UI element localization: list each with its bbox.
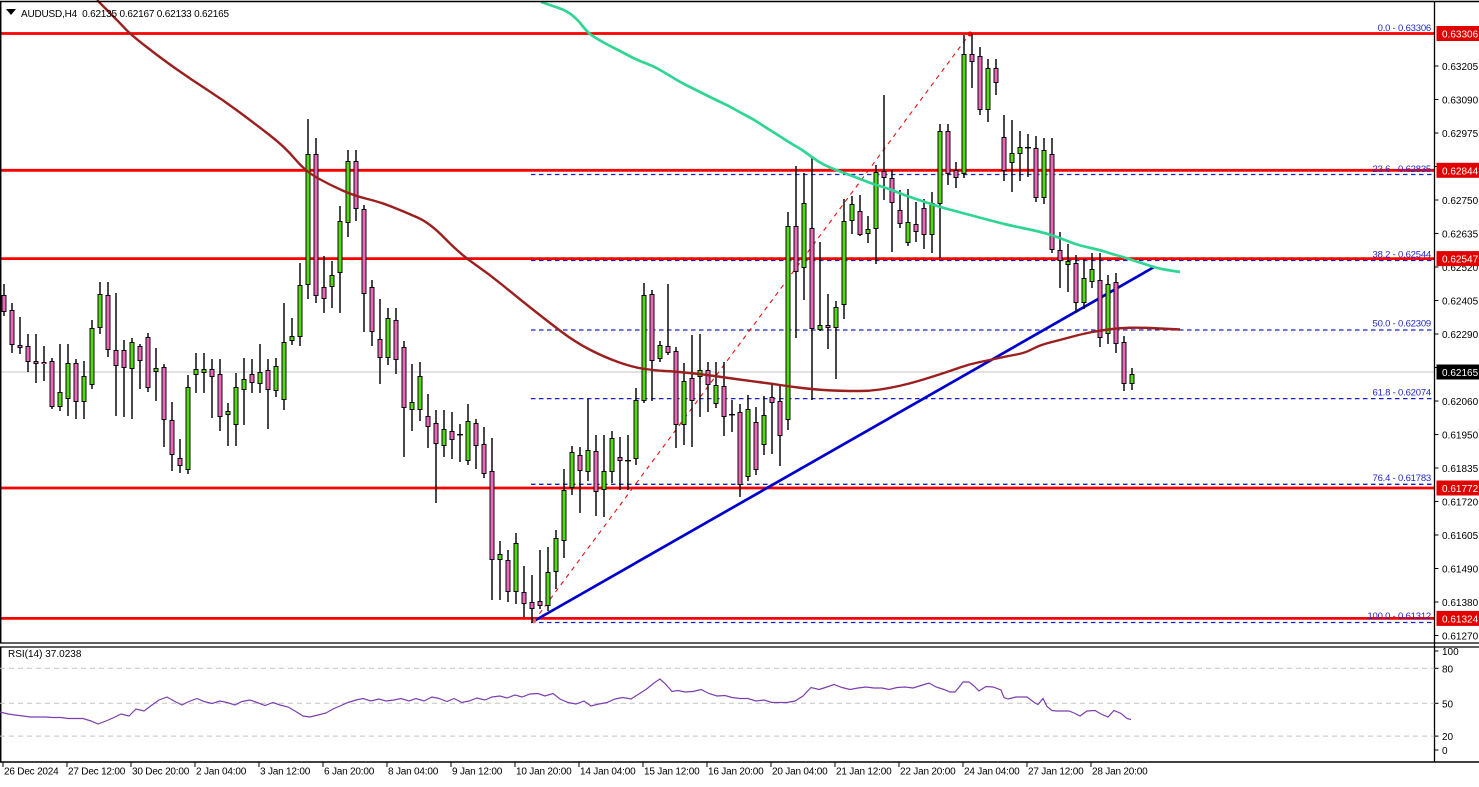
svg-text:0.61605: 0.61605	[1442, 531, 1479, 542]
svg-text:0.62635: 0.62635	[1442, 230, 1479, 241]
svg-text:0.61720: 0.61720	[1442, 498, 1479, 509]
svg-text:50: 50	[1442, 699, 1454, 710]
svg-text:0.63090: 0.63090	[1442, 96, 1479, 107]
svg-text:2 Jan 04:00: 2 Jan 04:00	[196, 767, 247, 778]
svg-text:27 Jan 12:00: 27 Jan 12:00	[1028, 767, 1084, 778]
svg-text:RSI(14) 37.0238: RSI(14) 37.0238	[8, 649, 82, 660]
svg-text:100: 100	[1442, 647, 1459, 658]
svg-text:38.2 - 0.62544: 38.2 - 0.62544	[1373, 250, 1431, 261]
svg-text:24 Jan 04:00: 24 Jan 04:00	[964, 767, 1020, 778]
svg-text:0.61270: 0.61270	[1442, 632, 1479, 643]
svg-text:100.0 - 0.61312: 100.0 - 0.61312	[1367, 611, 1431, 622]
svg-text:0.62547: 0.62547	[1442, 255, 1479, 266]
svg-text:61.8 - 0.62074: 61.8 - 0.62074	[1373, 388, 1431, 399]
svg-text:15 Jan 12:00: 15 Jan 12:00	[644, 767, 700, 778]
svg-text:0.62844: 0.62844	[1442, 166, 1479, 177]
svg-text:3 Jan 12:00: 3 Jan 12:00	[260, 767, 311, 778]
svg-text:14 Jan 04:00: 14 Jan 04:00	[580, 767, 636, 778]
svg-text:9 Jan 12:00: 9 Jan 12:00	[452, 767, 503, 778]
svg-text:0.61772: 0.61772	[1442, 484, 1479, 495]
svg-text:0.62975: 0.62975	[1442, 129, 1479, 140]
svg-text:0.61835: 0.61835	[1442, 464, 1479, 475]
svg-text:0: 0	[1442, 746, 1448, 757]
svg-text:0.62750: 0.62750	[1442, 196, 1479, 207]
svg-text:6 Jan 20:00: 6 Jan 20:00	[324, 767, 375, 778]
svg-text:0.61324: 0.61324	[1442, 614, 1479, 625]
svg-text:0.62405: 0.62405	[1442, 297, 1479, 308]
svg-text:76.4 - 0.61783: 76.4 - 0.61783	[1373, 473, 1431, 484]
svg-text:0.62290: 0.62290	[1442, 330, 1479, 341]
svg-text:0.62165: 0.62165	[1442, 368, 1479, 379]
svg-text:0.61490: 0.61490	[1442, 565, 1479, 576]
svg-text:50.0 - 0.62309: 50.0 - 0.62309	[1373, 319, 1431, 330]
svg-text:10 Jan 20:00: 10 Jan 20:00	[516, 767, 572, 778]
svg-text:0.0 - 0.63306: 0.0 - 0.63306	[1378, 23, 1431, 34]
svg-text:80: 80	[1442, 664, 1454, 675]
svg-text:22 Jan 20:00: 22 Jan 20:00	[900, 767, 956, 778]
svg-text:0.63205: 0.63205	[1442, 62, 1479, 73]
svg-text:AUDUSD,H4 0.62135 0.62167 0.6: AUDUSD,H4 0.62135 0.62167 0.62133 0.6216…	[21, 9, 230, 20]
svg-text:20: 20	[1442, 732, 1454, 743]
svg-text:16 Jan 20:00: 16 Jan 20:00	[708, 767, 764, 778]
svg-text:20 Jan 04:00: 20 Jan 04:00	[772, 767, 828, 778]
svg-text:21 Jan 12:00: 21 Jan 12:00	[836, 767, 892, 778]
svg-text:28 Jan 20:00: 28 Jan 20:00	[1092, 767, 1148, 778]
svg-text:27 Dec 12:00: 27 Dec 12:00	[68, 767, 126, 778]
svg-text:0.63306: 0.63306	[1442, 30, 1479, 41]
svg-text:23.6 - 0.62835: 23.6 - 0.62835	[1373, 164, 1431, 175]
svg-text:8 Jan 04:00: 8 Jan 04:00	[388, 767, 439, 778]
svg-text:26 Dec 2024: 26 Dec 2024	[4, 767, 59, 778]
svg-text:30 Dec 20:00: 30 Dec 20:00	[132, 767, 190, 778]
svg-text:0.62060: 0.62060	[1442, 397, 1479, 408]
svg-text:0.61950: 0.61950	[1442, 431, 1479, 442]
svg-text:0.61380: 0.61380	[1442, 598, 1479, 609]
